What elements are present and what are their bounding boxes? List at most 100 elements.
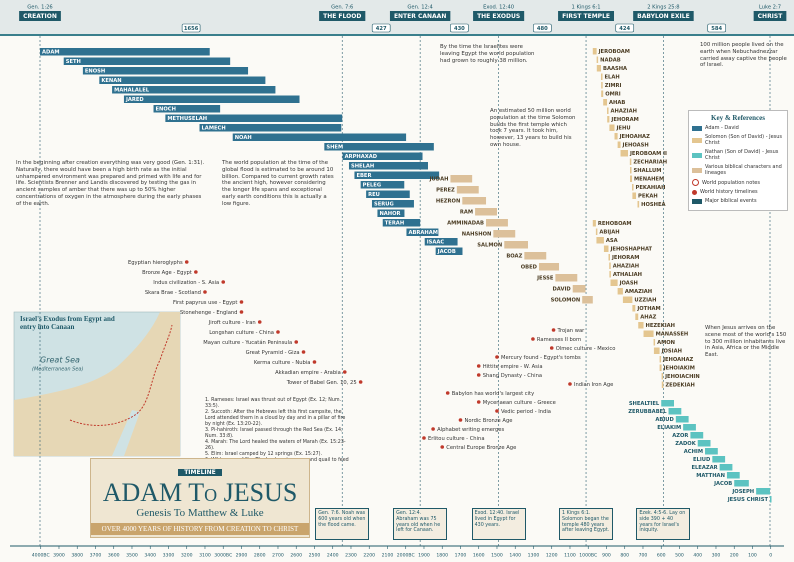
person-name: ELAH bbox=[605, 75, 620, 81]
lifespan-bar bbox=[555, 274, 578, 282]
event-label: Shang Dynasty - China bbox=[483, 373, 542, 379]
interval-box bbox=[371, 23, 391, 33]
event-label: Indian Iron Age bbox=[574, 382, 613, 388]
lifespan-bar bbox=[406, 228, 439, 236]
lifespan-bar bbox=[504, 241, 529, 249]
person-name: NAHOR bbox=[379, 211, 400, 217]
event-label: Bronze Age - Egypt bbox=[142, 270, 192, 276]
event-label: Olmec culture - Mexico bbox=[556, 346, 616, 352]
era-box bbox=[753, 11, 787, 21]
interval-label: 427 bbox=[376, 26, 387, 32]
era-box bbox=[389, 11, 451, 21]
person-name: MANASSEH bbox=[656, 332, 689, 338]
lifespan-bar bbox=[596, 56, 599, 63]
key-swatch bbox=[692, 152, 702, 158]
interval-label: 584 bbox=[711, 26, 722, 32]
exodus-step: 3. Pi-hahiroth: Israel passed through th… bbox=[205, 427, 343, 439]
person-name: SHEALTIEL bbox=[629, 401, 660, 407]
key-label: Various biblical characters and lineages bbox=[705, 164, 782, 176]
person-name: ASA bbox=[606, 238, 618, 244]
event-marker bbox=[445, 391, 450, 395]
person-name: DAVID bbox=[552, 287, 571, 293]
lifespan-bar bbox=[601, 82, 603, 89]
person-name: MATTHAN bbox=[696, 473, 725, 479]
person-name: AMON bbox=[657, 340, 675, 346]
event-label: Vedic period - India bbox=[501, 409, 551, 415]
event-marker bbox=[358, 380, 363, 384]
axis-tick-label: 3600 bbox=[108, 553, 120, 559]
lifespan-bar bbox=[456, 186, 479, 194]
person-name: JEHOAHAZ bbox=[662, 357, 693, 363]
era-ref: Gen. 12:4 bbox=[407, 5, 433, 11]
event-label: Mycenaean culture - Greece bbox=[483, 400, 556, 406]
lifespan-bar bbox=[614, 133, 618, 140]
reference-box: 1 Kings 6:1. Solomon began the temple 48… bbox=[559, 508, 614, 540]
lifespan-bar bbox=[596, 237, 604, 244]
person-name: JOSEPH bbox=[731, 489, 754, 495]
event-label: Central Europe Bronze Age bbox=[446, 445, 516, 451]
map-land bbox=[14, 312, 180, 456]
axis-tick-label: 3200 bbox=[181, 553, 193, 559]
person-name: SHEM bbox=[326, 145, 343, 151]
event-label: Egyptian hieroglyphs bbox=[128, 260, 183, 266]
person-name: ELIUD bbox=[693, 457, 711, 463]
lifespan-bar bbox=[486, 219, 508, 227]
lifespan-bar bbox=[123, 95, 300, 103]
person-name: ENOCH bbox=[156, 107, 176, 113]
person-name: LAMECH bbox=[202, 126, 226, 132]
lifespan-bar bbox=[538, 263, 560, 271]
event-marker bbox=[301, 350, 306, 354]
era-name: THE FLOOD bbox=[323, 13, 361, 20]
lifespan-bar bbox=[632, 305, 636, 312]
person-name: JACOB bbox=[713, 481, 732, 487]
lifespan-bar bbox=[690, 432, 704, 439]
axis-tick-label: 3700 bbox=[90, 553, 102, 559]
lifespan-bar bbox=[371, 200, 414, 208]
lifespan-bar bbox=[342, 152, 423, 160]
lifespan-bar bbox=[592, 48, 597, 55]
event-label: Hittite empire - W. Asia bbox=[483, 364, 543, 370]
person-name: ABRAHAM bbox=[408, 230, 438, 236]
event-marker bbox=[476, 364, 481, 368]
person-name: ZECHARIAH bbox=[633, 160, 667, 166]
person-name: BOAZ bbox=[506, 254, 522, 260]
axis-tick-label: 2600 bbox=[290, 553, 302, 559]
person-name: SALMON bbox=[477, 243, 502, 249]
key-item: Nathan (Son of David) - Jesus Christ bbox=[692, 149, 784, 161]
lifespan-bar bbox=[668, 408, 682, 415]
lifespan-bar bbox=[493, 230, 516, 238]
axis-tick-label: 200 bbox=[730, 553, 739, 559]
axis-tick-label: 1500 bbox=[491, 553, 503, 559]
note: The world population at the time of the … bbox=[222, 160, 334, 207]
key-item: World population notes bbox=[692, 179, 784, 186]
map-title: Israel's Exodus from Egypt and entry int… bbox=[20, 315, 115, 331]
lifespan-bar bbox=[661, 373, 664, 380]
person-name: ATHALIAH bbox=[613, 272, 642, 278]
person-name: JOTHAM bbox=[636, 306, 660, 312]
person-name: NOAH bbox=[235, 135, 252, 141]
axis-tick-label: 900 bbox=[602, 553, 611, 559]
interval-box bbox=[533, 23, 552, 33]
event-marker bbox=[221, 280, 226, 284]
lifespan-bar bbox=[653, 347, 660, 354]
key-swatch bbox=[692, 167, 702, 173]
reference-box: Gen. 12:4. Abraham was 75 years old when… bbox=[393, 508, 448, 540]
axis-tick-label: 2400 bbox=[327, 553, 339, 559]
event-marker bbox=[549, 346, 554, 350]
event-label: Babylon has world's largest city bbox=[452, 391, 534, 397]
event-marker bbox=[476, 373, 481, 377]
title: ADAM To JESUS bbox=[102, 478, 298, 507]
lifespan-bar bbox=[726, 472, 740, 479]
key-swatch bbox=[692, 189, 697, 195]
person-name: ABIUD bbox=[655, 417, 674, 423]
event-label: Ramesses II born bbox=[537, 337, 581, 343]
axis-tick-label: 2500 bbox=[309, 553, 321, 559]
person-name: ABIJAH bbox=[599, 230, 619, 236]
person-name: SETH bbox=[66, 59, 81, 65]
lifespan-bar bbox=[595, 228, 598, 235]
axis-tick-label: 1700 bbox=[455, 553, 467, 559]
event-marker bbox=[239, 300, 244, 304]
event-marker bbox=[495, 409, 499, 413]
lifespan-bar bbox=[609, 271, 611, 278]
